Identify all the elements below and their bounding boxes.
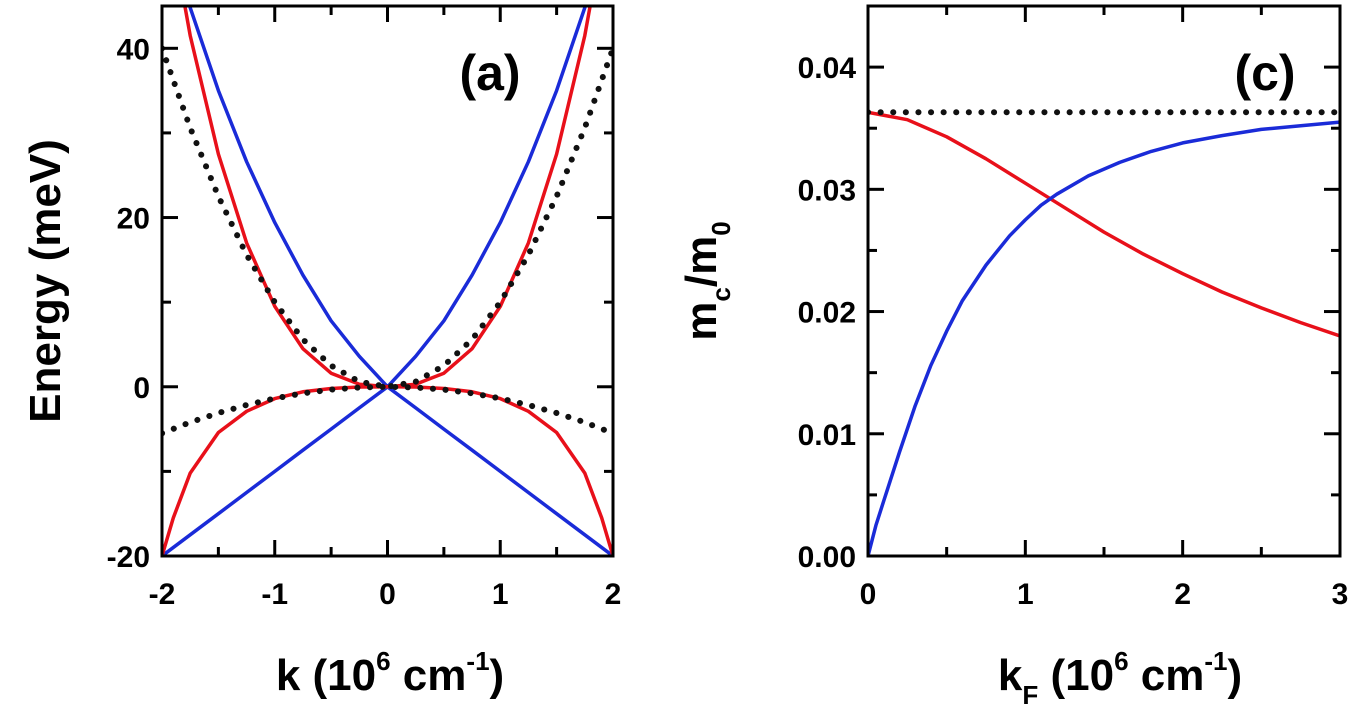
panel-a-y-axis-title: Energy (meV) [21, 139, 70, 423]
panel-c-x-tick-label: 2 [1174, 578, 1191, 611]
panel-a-x-tick-label: -2 [149, 578, 176, 611]
panel-a-x-title-suffix: ) [490, 651, 505, 700]
panel-a-y-tick-label: 40 [117, 33, 150, 66]
panel-a-x-axis-title: k (106 cm-1) [276, 646, 504, 700]
panel-a-x-tick-label: 1 [492, 578, 509, 611]
panel-c-x-tick-label: 0 [860, 578, 877, 611]
panel-c-ticks [866, 4, 1342, 558]
panel-c-x-axis-title: kF (106 cm-1) [998, 646, 1242, 708]
panel-c-x-tick-labels: 0 1 2 3 [860, 578, 1349, 611]
panel-c-y-title-sub-c: c [706, 287, 736, 301]
panel-a-x-title-sup2: -1 [466, 646, 489, 676]
panel-a-x-tick-label: 2 [605, 578, 622, 611]
panel-c-x-title-mid2: cm [1129, 651, 1205, 700]
panel-c-x-title-suffix: ) [1227, 651, 1242, 700]
panel-c-y-tick-label: 0.04 [798, 52, 857, 85]
panel-c-x-title-sup1: 6 [1114, 646, 1128, 676]
panel-a-series-dotted-lower [162, 383, 613, 437]
panel-c-y-tick-label: 0.02 [798, 297, 856, 330]
panel-c-series-red [868, 110, 1340, 338]
panel-a-series-red-lower [162, 385, 613, 556]
panel-c-x-title-mid: (10 [1038, 651, 1114, 700]
panel-c-plot-area [868, 109, 1340, 556]
panel-a-x-title-sup1: 6 [376, 646, 390, 676]
panel-a-y-tick-label: 20 [117, 203, 150, 236]
panel-a-y-tick-label: 0 [133, 372, 150, 405]
panel-c-x-tick-label: 1 [1017, 578, 1034, 611]
panel-a-series-red-upper [183, 6, 592, 389]
panel-c-series-blue [868, 120, 1340, 556]
panel-a-series-dotted-upper [162, 45, 613, 390]
panel-a-x-tick-labels: -2 -1 0 1 2 [149, 578, 622, 611]
panel-c-y-tick-label: 0.01 [798, 419, 856, 452]
panel-c-y-title-slash-m: /m [677, 236, 726, 287]
panel-c-x-title-sub-f: F [1022, 680, 1038, 708]
panel-a-plot-area [162, 6, 613, 556]
panel-c-label: (c) [1234, 45, 1295, 101]
panel-c-x-title-k: k [998, 651, 1023, 700]
panel-c-x-tick-label: 3 [1332, 578, 1349, 611]
panel-c-y-tick-label: 0.03 [798, 174, 856, 207]
panel-c-y-tick-label: 0.00 [798, 541, 856, 574]
panel-a-y-tick-label: -20 [107, 541, 150, 574]
panel-a-x-title-mid: cm [391, 651, 467, 700]
panel-c-y-tick-labels: 0.00 0.01 0.02 0.03 0.04 [798, 52, 857, 574]
panel-c-y-title-sub-0: 0 [706, 221, 736, 235]
panel-a-x-tick-label: 0 [379, 578, 396, 611]
panel-a-x-tick-label: -1 [261, 578, 288, 611]
panel-a-frame [160, 4, 615, 558]
panel-c-y-title-m: m [677, 302, 726, 341]
panel-c-y-axis-title: mc/m0 [677, 221, 736, 340]
panel-a-x-title-prefix: k (10 [276, 651, 376, 700]
panel-a-y-tick-labels: -20 0 20 40 [107, 33, 150, 574]
panel-c-x-title-sup2: -1 [1204, 646, 1227, 676]
panel-a-label: (a) [459, 45, 520, 101]
panel-a: -2 -1 0 1 2 -20 0 20 40 (a) Energy (meV) k (106… [21, 4, 622, 700]
panel-a-ticks [160, 6, 615, 558]
